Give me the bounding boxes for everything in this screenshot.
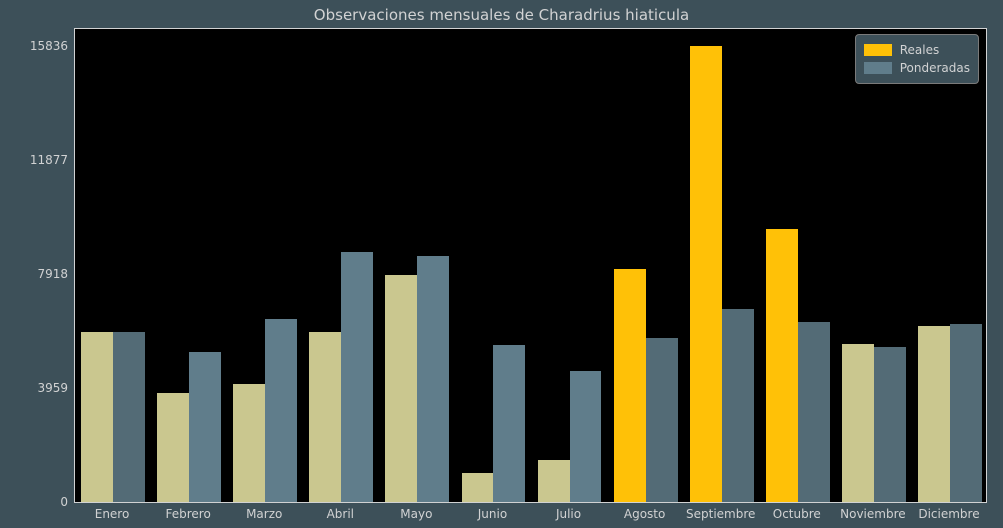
x-tick-label: Agosto xyxy=(624,507,665,521)
x-tick-label: Mayo xyxy=(400,507,432,521)
legend-label: Reales xyxy=(900,43,940,57)
bar-ponderadas xyxy=(493,345,525,502)
plot-area xyxy=(74,28,987,503)
bar-reales xyxy=(538,460,570,502)
x-tick-label: Julio xyxy=(556,507,581,521)
chart-title: Observaciones mensuales de Charadrius hi… xyxy=(0,6,1003,24)
bar-reales xyxy=(309,332,341,502)
x-tick-label: Noviembre xyxy=(840,507,906,521)
x-tick-label: Marzo xyxy=(246,507,282,521)
x-tick-label: Abril xyxy=(327,507,354,521)
x-tick-label: Octubre xyxy=(773,507,821,521)
y-tick-label: 11877 xyxy=(30,153,68,167)
bar-reales xyxy=(614,269,646,502)
bar-ponderadas xyxy=(417,256,449,502)
legend-label: Ponderadas xyxy=(900,61,970,75)
x-tick-label: Junio xyxy=(478,507,507,521)
bar-ponderadas xyxy=(113,332,145,502)
bar-reales xyxy=(462,473,494,502)
x-tick-label: Enero xyxy=(95,507,130,521)
bar-ponderadas xyxy=(265,319,297,502)
bar-ponderadas xyxy=(950,324,982,502)
bar-reales xyxy=(385,275,417,502)
bar-ponderadas xyxy=(874,347,906,502)
legend-item-reales: Reales xyxy=(864,41,970,59)
y-tick-label: 0 xyxy=(60,495,68,509)
x-tick-label: Diciembre xyxy=(918,507,979,521)
bar-ponderadas xyxy=(189,352,221,502)
bar-reales xyxy=(690,46,722,502)
bar-ponderadas xyxy=(722,309,754,502)
x-tick-label: Febrero xyxy=(165,507,210,521)
y-tick-label: 7918 xyxy=(37,267,68,281)
bar-reales xyxy=(918,326,950,502)
bar-ponderadas xyxy=(646,338,678,502)
x-tick-label: Septiembre xyxy=(686,507,755,521)
bar-reales xyxy=(766,229,798,502)
bar-reales xyxy=(233,384,265,502)
bar-ponderadas xyxy=(798,322,830,502)
chart-container: Observaciones mensuales de Charadrius hi… xyxy=(0,0,1003,528)
y-tick-label: 15836 xyxy=(30,39,68,53)
bar-reales xyxy=(157,393,189,502)
bar-ponderadas xyxy=(341,252,373,502)
bar-reales xyxy=(842,344,874,502)
legend-swatch xyxy=(864,62,892,74)
y-tick-label: 3959 xyxy=(37,381,68,395)
legend: Reales Ponderadas xyxy=(855,34,979,84)
legend-swatch xyxy=(864,44,892,56)
bar-reales xyxy=(81,332,113,502)
legend-item-ponderadas: Ponderadas xyxy=(864,59,970,77)
bar-ponderadas xyxy=(570,371,602,502)
